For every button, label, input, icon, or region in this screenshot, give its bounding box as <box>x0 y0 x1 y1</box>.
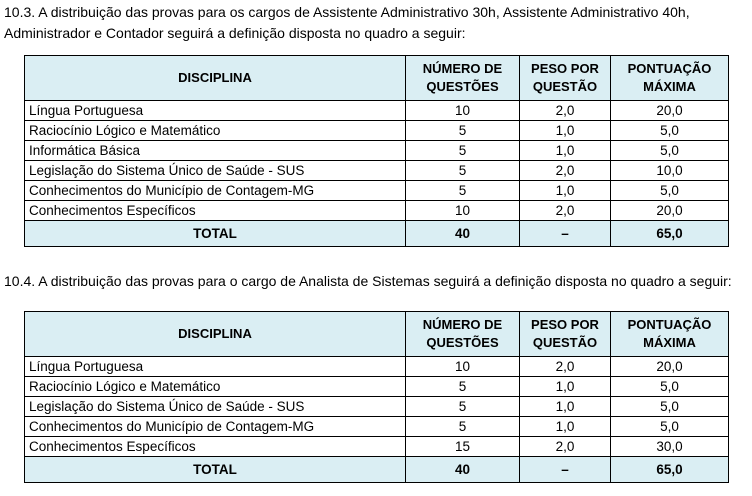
table-cell: 5,0 <box>610 396 729 417</box>
table-cell: 2,0 <box>519 160 611 181</box>
table-cell: 10 <box>405 356 520 377</box>
table-cell: Raciocínio Lógico e Matemático <box>24 120 406 141</box>
table-cell: Legislação do Sistema Único de Saúde - S… <box>24 160 406 181</box>
table-cell: Raciocínio Lógico e Matemático <box>24 376 406 397</box>
table-cell: 1,0 <box>519 120 611 141</box>
table-cell: 1,0 <box>519 140 611 161</box>
table-cell: 30,0 <box>610 436 729 457</box>
total-cell: 65,0 <box>610 456 729 483</box>
table-cell: 5 <box>405 396 520 417</box>
column-header: PONTUAÇÃO MÁXIMA <box>610 55 729 101</box>
table-cell: 5 <box>405 416 520 437</box>
table-cell: 5,0 <box>610 120 729 141</box>
table-cell: Conhecimentos Específicos <box>24 200 406 221</box>
table-row: Informática Básica 5 1,0 5,0 <box>24 140 729 161</box>
table-cell: 5,0 <box>610 376 729 397</box>
total-cell: 40 <box>405 220 520 247</box>
table-cell: 20,0 <box>610 356 729 377</box>
paragraph-10-4: 10.4. A distribuição das provas para o c… <box>4 273 732 289</box>
column-header: PESO POR QUESTÃO <box>519 55 611 101</box>
table-distribution-1: DISCIPLINA NÚMERO DE QUESTÕES PESO POR QUE… <box>24 55 729 247</box>
table-cell: Informática Básica <box>24 140 406 161</box>
column-header: NÚMERO DE QUESTÕES <box>405 311 520 357</box>
total-cell: TOTAL <box>24 456 406 483</box>
table-cell: Legislação do Sistema Único de Saúde - S… <box>24 396 406 417</box>
table-cell: Língua Portuguesa <box>24 100 406 121</box>
total-cell: – <box>519 220 611 247</box>
table-row: Conhecimentos Específicos 15 2,0 30,0 <box>24 436 729 457</box>
total-row: TOTAL 40–65,0 <box>24 456 729 483</box>
table-cell: 10 <box>405 200 520 221</box>
table-cell: 20,0 <box>610 100 729 121</box>
table-cell: 5 <box>405 160 520 181</box>
table-cell: 1,0 <box>519 376 611 397</box>
table-cell: 2,0 <box>519 436 611 457</box>
table-cell: 5 <box>405 140 520 161</box>
table-cell: 15 <box>405 436 520 457</box>
column-header: DISCIPLINA <box>24 55 406 101</box>
table-row: Língua Portuguesa 10 2,0 20,0 <box>24 100 729 121</box>
header-row: DISCIPLINA NÚMERO DE QUESTÕES PESO POR QUE… <box>24 311 729 357</box>
total-cell: 65,0 <box>610 220 729 247</box>
total-cell: TOTAL <box>24 220 406 247</box>
table-row: Conhecimentos do Município de Contagem-M… <box>24 416 729 437</box>
table-row: Raciocínio Lógico e Matemático 5 1,0 5,0 <box>24 376 729 397</box>
total-cell: 40 <box>405 456 520 483</box>
table-cell: 1,0 <box>519 396 611 417</box>
table-cell: 5,0 <box>610 180 729 201</box>
column-header: DISCIPLINA <box>24 311 406 357</box>
total-cell: – <box>519 456 611 483</box>
paragraph-10-3: 10.3. A distribuição das provas para os … <box>4 4 690 41</box>
table-row: Conhecimentos do Município de Contagem-M… <box>24 180 729 201</box>
table-row: Raciocínio Lógico e Matemático 5 1,0 5,0 <box>24 120 729 141</box>
table-cell: Conhecimentos do Município de Contagem-M… <box>24 180 406 201</box>
table-cell: Conhecimentos Específicos <box>24 436 406 457</box>
column-header: PONTUAÇÃO MÁXIMA <box>610 311 729 357</box>
table-cell: 2,0 <box>519 200 611 221</box>
header-row: DISCIPLINA NÚMERO DE QUESTÕES PESO POR QUE… <box>24 55 729 101</box>
table-cell: 10,0 <box>610 160 729 181</box>
table-cell: 2,0 <box>519 100 611 121</box>
column-header: PESO POR QUESTÃO <box>519 311 611 357</box>
table-row: Conhecimentos Específicos 10 2,0 20,0 <box>24 200 729 221</box>
table-cell: 1,0 <box>519 416 611 437</box>
table-cell: 20,0 <box>610 200 729 221</box>
table-row: Legislação do Sistema Único de Saúde - S… <box>24 160 729 181</box>
table-cell: 10 <box>405 100 520 121</box>
total-row: TOTAL 40–65,0 <box>24 220 729 247</box>
column-header: NÚMERO DE QUESTÕES <box>405 55 520 101</box>
table-cell: 5 <box>405 376 520 397</box>
table-cell: 5,0 <box>610 140 729 161</box>
table-cell: 1,0 <box>519 180 611 201</box>
table-row: Língua Portuguesa 10 2,0 20,0 <box>24 356 729 377</box>
table-cell: 2,0 <box>519 356 611 377</box>
table-cell: Língua Portuguesa <box>24 356 406 377</box>
table-distribution-2: DISCIPLINA NÚMERO DE QUESTÕES PESO POR QUE… <box>24 311 729 483</box>
table-cell: Conhecimentos do Município de Contagem-M… <box>24 416 406 437</box>
table-cell: 5 <box>405 180 520 201</box>
table-row: Legislação do Sistema Único de Saúde - S… <box>24 396 729 417</box>
table-cell: 5,0 <box>610 416 729 437</box>
table-cell: 5 <box>405 120 520 141</box>
